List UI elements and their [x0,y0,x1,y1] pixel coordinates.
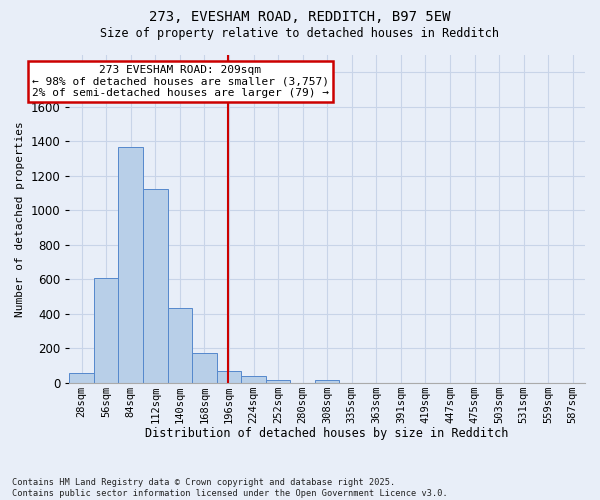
Text: Size of property relative to detached houses in Redditch: Size of property relative to detached ho… [101,28,499,40]
Bar [217,372,241,382]
Bar [70,373,94,382]
Bar [167,308,192,382]
Bar [315,380,340,382]
Bar [94,278,118,382]
Text: 273, EVESHAM ROAD, REDDITCH, B97 5EW: 273, EVESHAM ROAD, REDDITCH, B97 5EW [149,10,451,24]
X-axis label: Distribution of detached houses by size in Redditch: Distribution of detached houses by size … [145,427,509,440]
Bar [266,380,290,382]
Text: Contains HM Land Registry data © Crown copyright and database right 2025.
Contai: Contains HM Land Registry data © Crown c… [12,478,448,498]
Bar [241,376,266,382]
Bar [192,353,217,382]
Bar [143,188,167,382]
Bar [118,147,143,382]
Y-axis label: Number of detached properties: Number of detached properties [15,121,25,316]
Text: 273 EVESHAM ROAD: 209sqm
← 98% of detached houses are smaller (3,757)
2% of semi: 273 EVESHAM ROAD: 209sqm ← 98% of detach… [32,65,329,98]
